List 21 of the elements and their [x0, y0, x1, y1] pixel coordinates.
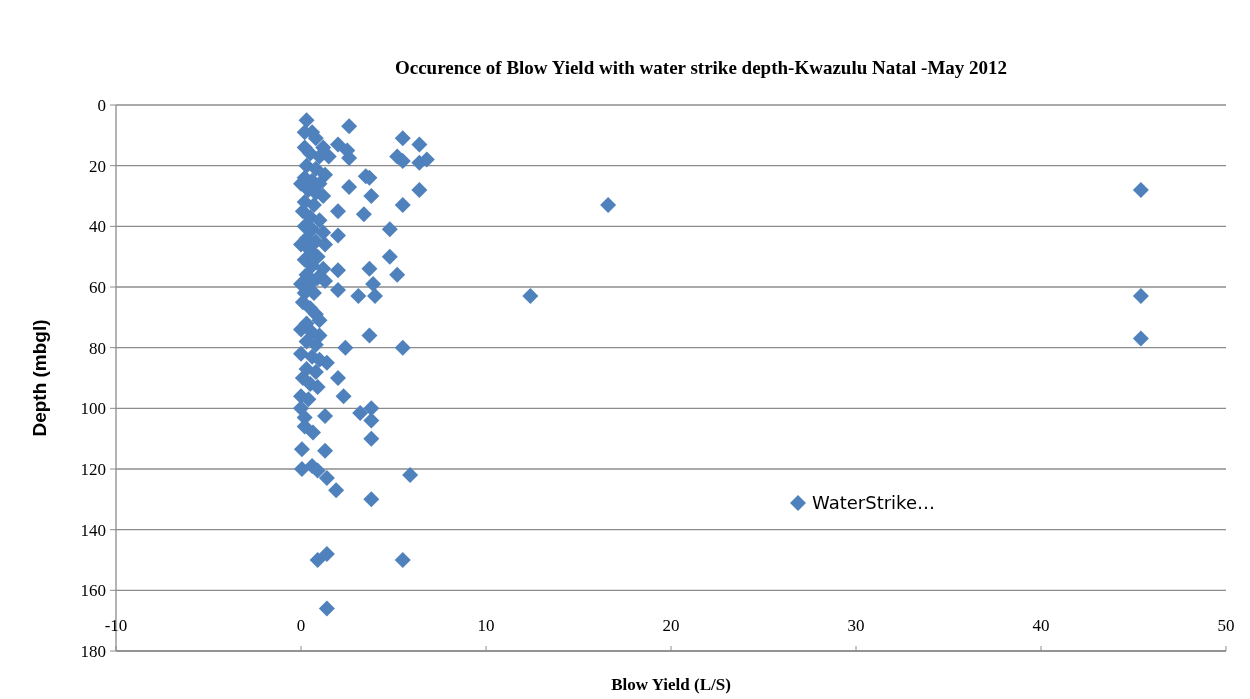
y-tick-label: 160 — [80, 581, 106, 601]
y-tick-label: 80 — [89, 338, 106, 358]
y-tick-label: 20 — [89, 156, 106, 176]
x-tick-label: 10 — [477, 616, 495, 635]
y-tick-label: 120 — [80, 459, 106, 479]
y-tick-label: 60 — [89, 277, 106, 297]
x-tick-label: 30 — [847, 616, 865, 635]
y-tick-label: 140 — [80, 520, 106, 540]
y-tick-label: 100 — [80, 399, 106, 419]
y-tick-label: 180 — [80, 641, 106, 661]
x-tick-label: 20 — [662, 616, 680, 635]
y-tick-label: 40 — [89, 217, 106, 237]
chart-title: Occurence of Blow Yield with water strike depth-Kwazulu Natal -May 2012 — [394, 57, 1008, 78]
legend-label: WaterStrike… — [812, 492, 935, 514]
y-axis-title: Depth (mbgl) — [29, 319, 50, 437]
x-tick-label: 40 — [1032, 616, 1050, 635]
x-tick-label: 50 — [1217, 616, 1235, 635]
y-tick-label: 0 — [97, 95, 106, 115]
x-tick-label: -10 — [104, 616, 128, 635]
x-axis-title: Blow Yield (L/S) — [611, 675, 731, 694]
x-tick-label: 0 — [296, 616, 306, 635]
